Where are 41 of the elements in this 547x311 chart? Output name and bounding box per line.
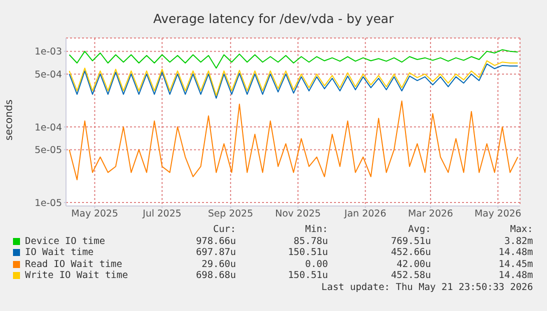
text: 150.51u (288, 270, 328, 281)
text: 150.51u (288, 247, 328, 258)
text: Max: (510, 224, 533, 235)
chart-title: Average latency for /dev/vda - by year (152, 11, 395, 26)
text: 697.87u (196, 247, 236, 258)
text: 0.00 (305, 258, 328, 270)
text: Cur: (213, 224, 236, 235)
x-tick-label: Jul 2025 (142, 208, 182, 220)
text: Min: (305, 224, 328, 235)
text: 85.78u (294, 236, 328, 246)
x-tick-label: Sep 2025 (208, 208, 254, 220)
text: 14.45m (498, 258, 533, 270)
y-tick-label: 1e-03 (34, 46, 62, 58)
text: 14.48m (498, 270, 533, 281)
y-tick-label: 5e-04 (34, 69, 62, 80)
y-axis-title: seconds (4, 98, 15, 142)
legend-label: Device IO time (25, 236, 106, 246)
legend-label: Read IO Wait time (25, 258, 122, 270)
y-tick-label: 1e-05 (34, 198, 62, 209)
text: 29.60u (202, 258, 236, 270)
x-tick-label: Nov 2025 (275, 208, 321, 220)
text: 452.58u (390, 270, 431, 281)
y-tick-label: 5e-05 (34, 145, 62, 156)
text: 452.66u (390, 247, 431, 258)
text: 769.51u (390, 236, 431, 246)
y-tick-label: 1e-04 (34, 122, 62, 134)
text: 14.48m (498, 247, 533, 258)
text: 3.82m (504, 236, 533, 246)
text: Last update: Thu May 21 23:50:33 2026 (321, 282, 533, 292)
legend-label: IO Wait time (25, 247, 94, 258)
text: 698.68u (196, 270, 236, 281)
line-series (68, 100, 518, 180)
x-tick-label: Jan 2026 (343, 208, 386, 220)
x-tick-label: Mar 2026 (408, 208, 454, 220)
text: 978.66u (196, 236, 236, 246)
legend-label: Write IO Wait time (25, 270, 128, 281)
x-tick-label: May 2026 (474, 208, 522, 220)
line-series (68, 49, 518, 69)
text: Avg: (408, 224, 431, 235)
x-tick-label: May 2025 (71, 208, 118, 220)
text: 42.00u (396, 258, 431, 270)
